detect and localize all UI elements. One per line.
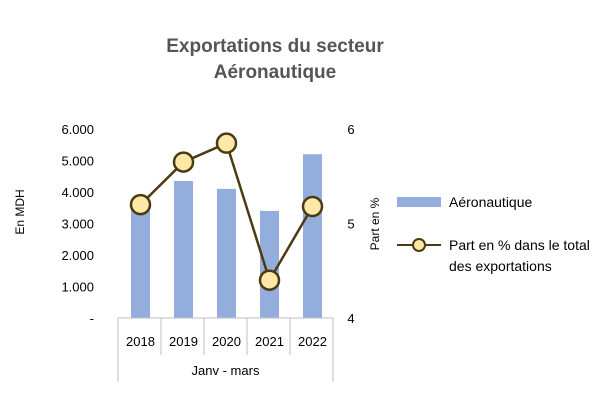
- x-tick-label-2018: 2018: [126, 334, 155, 349]
- bar-2020: [217, 188, 236, 318]
- x-tick-label-2022: 2022: [298, 334, 327, 349]
- line-point-2019: [172, 151, 195, 173]
- legend-bar-swatch: [397, 197, 441, 207]
- left-axis-tick-label: 1.000: [61, 280, 94, 295]
- left-axis-tick-label: 5.000: [61, 154, 94, 169]
- bar-2019: [174, 180, 193, 318]
- right-axis-tick-label: 5: [347, 217, 354, 232]
- x-tick-label-2019: 2019: [169, 334, 198, 349]
- x-tick-label-2020: 2020: [212, 334, 241, 349]
- legend-line-marker: [412, 238, 426, 252]
- x-tick-label-2021: 2021: [255, 334, 284, 349]
- left-axis-tick-label: -: [90, 311, 94, 326]
- left-axis-tick-label: 4.000: [61, 185, 94, 200]
- line-point-2018: [129, 193, 152, 216]
- legend-line-label-1: Part en % dans le total: [449, 237, 590, 253]
- line-point-2022: [301, 195, 324, 218]
- right-axis-title: Part en %: [368, 197, 382, 250]
- legend-line-label-2: des exportations: [449, 258, 552, 274]
- right-axis-tick-label: 6: [347, 122, 354, 137]
- right-axis-tick-label: 4: [347, 311, 354, 326]
- left-axis-tick-label: 6.000: [61, 122, 94, 137]
- x-axis-group-label: Janv - mars: [192, 363, 260, 378]
- line-series: [129, 132, 324, 291]
- line-point-2020: [215, 132, 238, 154]
- chart-title: Exportations du secteur Aéronautique: [100, 34, 450, 86]
- chart-title-line-1: Exportations du secteur: [166, 36, 384, 57]
- chart-title-line-2: Aéronautique: [213, 62, 337, 83]
- left-axis-ticks: - 1.000 2.000 3.000 4.000 5.000 6.000: [61, 122, 94, 326]
- bar-2021: [260, 210, 279, 318]
- legend: Aéronautique Part en % dans le total des…: [397, 194, 590, 274]
- left-axis-tick-label: 3.000: [61, 217, 94, 232]
- legend-bar-label: Aéronautique: [449, 194, 533, 210]
- line-point-2021: [258, 269, 281, 291]
- left-axis-title: En MDH: [13, 189, 27, 234]
- left-axis-tick-label: 2.000: [61, 248, 94, 263]
- bar-series: [131, 154, 322, 318]
- x-axis: 2018 2019 2020 2021 2022 Janv - mars: [117, 317, 334, 382]
- bar-2022: [303, 154, 322, 318]
- right-axis-ticks: 4 5 6: [347, 122, 354, 326]
- bar-2018: [131, 201, 150, 318]
